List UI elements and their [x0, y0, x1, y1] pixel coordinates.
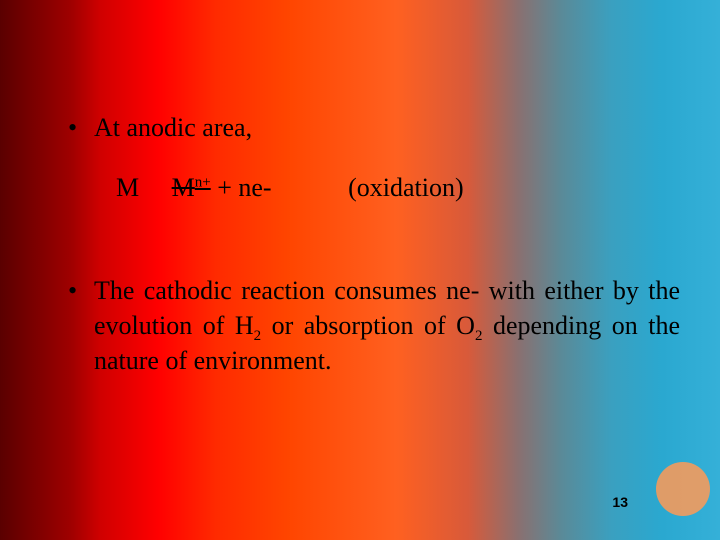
- equation-row: M Mn+ + ne- (oxidation): [68, 173, 680, 203]
- page-number: 13: [612, 494, 628, 510]
- bullet-list-2: The cathodic reaction consumes ne- with …: [68, 273, 680, 378]
- eq-M: M: [116, 173, 139, 202]
- decor-circle: [656, 462, 710, 516]
- eq-plus-ne: + ne-: [211, 173, 272, 202]
- eq-Mn-strike: Mn+: [172, 173, 211, 202]
- b2-mid: or absorption of O: [261, 311, 475, 340]
- content-area: At anodic area, M Mn+ + ne- (oxidation) …: [68, 110, 680, 406]
- bullet-list: At anodic area,: [68, 110, 680, 145]
- bullet-anodic-text: At anodic area,: [94, 113, 252, 142]
- b2-sub1: 2: [254, 328, 262, 344]
- equation-label: (oxidation): [348, 173, 464, 203]
- bullet-cathodic: The cathodic reaction consumes ne- with …: [68, 273, 680, 378]
- equation-left: M Mn+ + ne-: [116, 173, 272, 203]
- bullet-anodic: At anodic area,: [68, 110, 680, 145]
- slide: At anodic area, M Mn+ + ne- (oxidation) …: [0, 0, 720, 540]
